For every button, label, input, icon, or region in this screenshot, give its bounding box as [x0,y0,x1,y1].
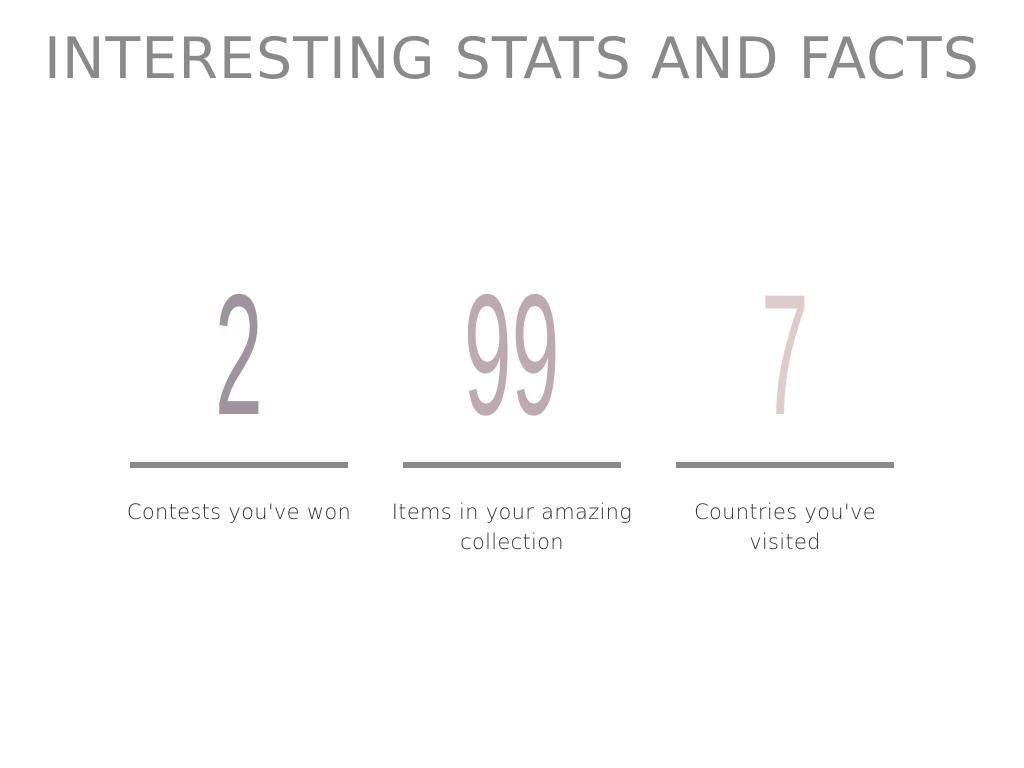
divider [676,462,894,468]
stat-label: Items in your amazing collection [391,500,633,554]
stat-items: 99 Items in your amazing collection [392,259,632,554]
stat-countries: 7 Countries you've visited [676,259,894,554]
stat-label: Countries you've visited [694,500,876,554]
stat-value: 7 [676,259,894,451]
page-title: INTERESTING STATS AND FACTS [44,26,980,92]
stat-contests: 2 Contests you've won [127,259,351,524]
divider [403,462,621,468]
stat-number: 99 [464,259,560,451]
divider [130,462,348,468]
stat-label: Contests you've won [126,500,352,524]
stat-number: 7 [761,259,809,451]
stat-value: 2 [130,259,348,451]
stat-number: 2 [215,259,263,451]
stat-value: 99 [403,259,621,451]
